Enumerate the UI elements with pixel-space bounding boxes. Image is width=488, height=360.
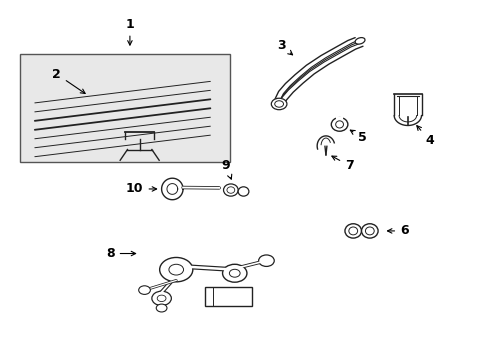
- Ellipse shape: [222, 264, 246, 282]
- Ellipse shape: [271, 98, 286, 110]
- Bar: [205, 287, 251, 306]
- Ellipse shape: [223, 184, 238, 196]
- Ellipse shape: [152, 291, 171, 306]
- Ellipse shape: [229, 269, 240, 277]
- Ellipse shape: [226, 187, 234, 193]
- Ellipse shape: [330, 118, 347, 131]
- Ellipse shape: [361, 224, 377, 238]
- Text: 2: 2: [52, 68, 85, 94]
- Ellipse shape: [348, 227, 357, 235]
- Text: 3: 3: [276, 39, 292, 55]
- Ellipse shape: [238, 187, 248, 196]
- Text: 1: 1: [125, 18, 134, 45]
- Text: 10: 10: [126, 183, 156, 195]
- Text: 8: 8: [106, 247, 135, 260]
- Ellipse shape: [335, 121, 343, 128]
- Text: 9: 9: [221, 159, 231, 179]
- Ellipse shape: [274, 101, 283, 107]
- Ellipse shape: [344, 224, 361, 238]
- Bar: [20, 54, 229, 162]
- Text: 5: 5: [349, 130, 366, 144]
- Ellipse shape: [168, 264, 183, 275]
- Text: 7: 7: [331, 156, 353, 172]
- Text: 4: 4: [416, 126, 433, 147]
- Ellipse shape: [258, 255, 274, 266]
- Ellipse shape: [139, 286, 150, 294]
- Ellipse shape: [156, 304, 166, 312]
- Ellipse shape: [365, 227, 373, 235]
- Ellipse shape: [157, 295, 165, 302]
- Ellipse shape: [159, 257, 192, 282]
- Ellipse shape: [354, 37, 364, 44]
- Text: 6: 6: [386, 224, 408, 238]
